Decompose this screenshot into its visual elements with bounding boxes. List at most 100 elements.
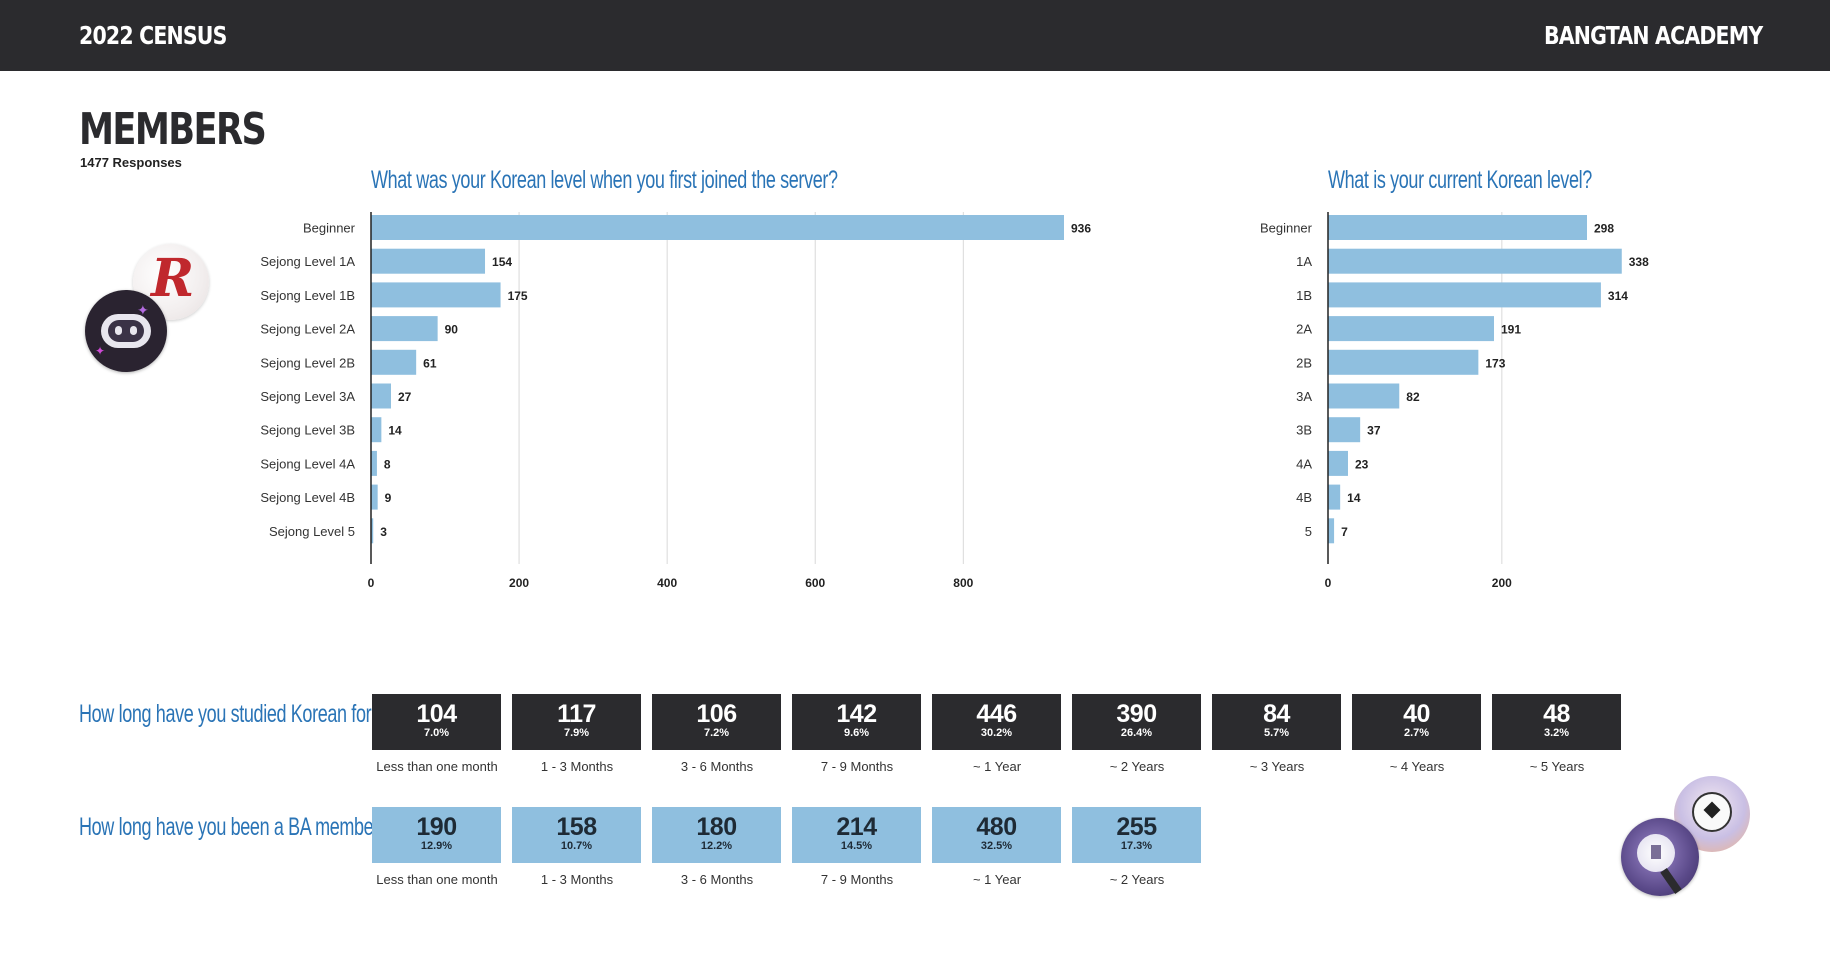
- stat-percent: 10.7%: [560, 840, 593, 852]
- data-label: 8: [384, 457, 391, 471]
- data-label: 191: [1501, 323, 1521, 337]
- bar: [1328, 282, 1601, 308]
- stat-box: 106 7.2%: [652, 694, 781, 750]
- category-label: Beginner: [303, 221, 356, 236]
- stat-count: 214: [836, 813, 877, 841]
- data-label: 90: [445, 323, 459, 337]
- data-label: 14: [1347, 491, 1361, 505]
- data-label: 23: [1355, 457, 1369, 471]
- stat-caption: ~ 3 Years: [1249, 759, 1305, 774]
- stat-count: 142: [836, 700, 877, 728]
- x-tick-label: 0: [1325, 576, 1332, 590]
- stat-box: 117 7.9%: [512, 694, 641, 750]
- data-label: 7: [1341, 525, 1348, 539]
- bar: [1328, 450, 1348, 476]
- data-label: 3: [380, 525, 387, 539]
- bar: [1328, 484, 1341, 510]
- data-label: 173: [1485, 356, 1505, 370]
- category-label: Sejong Level 4A: [260, 456, 355, 471]
- bar: [371, 484, 378, 510]
- stat-percent: 30.2%: [980, 727, 1013, 739]
- data-label: 61: [423, 356, 437, 370]
- category-label: 4A: [1296, 456, 1312, 471]
- category-label: 5: [1305, 524, 1312, 539]
- data-label: 154: [492, 255, 512, 269]
- stat-caption: ~ 2 Years: [1109, 872, 1165, 887]
- category-label: 3A: [1296, 389, 1312, 404]
- stat-percent: 14.5%: [840, 840, 873, 852]
- category-label: Sejong Level 1B: [260, 288, 355, 303]
- bar: [371, 417, 382, 443]
- category-label: 3B: [1296, 423, 1312, 438]
- category-label: Sejong Level 2B: [260, 355, 355, 370]
- army-bomb-sticker-icon: [1621, 818, 1699, 896]
- bar: [1328, 518, 1335, 544]
- sticker-letter: R: [151, 248, 195, 309]
- stat-caption: ~ 5 Years: [1529, 759, 1585, 774]
- bar: [371, 316, 438, 342]
- studied-question: How long have you studied Korean for?: [79, 700, 381, 728]
- category-label: Sejong Level 3B: [260, 423, 355, 438]
- x-tick-label: 600: [805, 576, 825, 590]
- stat-count: 255: [1116, 813, 1157, 841]
- stat-box: 190 12.9%: [372, 807, 501, 863]
- category-label: Sejong Level 5: [269, 524, 355, 539]
- stat-caption: ~ 1 Year: [972, 759, 1022, 774]
- stat-count: 40: [1403, 700, 1430, 728]
- stat-percent: 2.7%: [1403, 727, 1430, 739]
- stat-box: 255 17.3%: [1072, 807, 1201, 863]
- x-tick-label: 0: [368, 576, 375, 590]
- bar: [1328, 215, 1587, 240]
- section-subtitle: 1477 Responses: [80, 155, 182, 170]
- category-label: Sejong Level 3A: [260, 389, 355, 404]
- header-bar: 2022 CENSUS BANGTAN ACADEMY: [0, 0, 1830, 71]
- category-label: 1B: [1296, 288, 1312, 303]
- category-label: 4B: [1296, 490, 1312, 505]
- bar: [371, 248, 486, 274]
- stat-count: 158: [556, 813, 597, 841]
- stat-box: 84 5.7%: [1212, 694, 1341, 750]
- section-title: MEMBERS: [79, 104, 267, 155]
- data-label: 936: [1071, 222, 1091, 236]
- category-label: Sejong Level 2A: [260, 322, 355, 337]
- stat-caption: 1 - 3 Months: [540, 759, 614, 774]
- stat-caption: Less than one month: [376, 759, 498, 774]
- stat-caption: 3 - 6 Months: [680, 872, 754, 887]
- stat-count: 104: [416, 700, 457, 728]
- stat-caption: 7 - 9 Months: [820, 872, 894, 887]
- bar: [371, 215, 1064, 240]
- stat-percent: 12.9%: [420, 840, 453, 852]
- category-label: Sejong Level 4B: [260, 490, 355, 505]
- stat-percent: 12.2%: [700, 840, 733, 852]
- stat-count: 190: [416, 813, 457, 841]
- bar: [1328, 248, 1622, 274]
- stat-box: 48 3.2%: [1492, 694, 1621, 750]
- chart-title-current: What is your current Korean level?: [1328, 166, 1592, 194]
- category-label: 2B: [1296, 355, 1312, 370]
- bar: [371, 383, 391, 409]
- bar: [371, 518, 374, 544]
- stat-caption: ~ 1 Year: [972, 872, 1022, 887]
- header-title: 2022 CENSUS: [79, 21, 227, 50]
- stat-percent: 7.9%: [563, 727, 590, 739]
- data-label: 9: [385, 491, 392, 505]
- data-label: 175: [508, 289, 528, 303]
- data-label: 338: [1629, 255, 1649, 269]
- bar: [1328, 316, 1495, 342]
- stat-caption: ~ 2 Years: [1109, 759, 1165, 774]
- stat-count: 117: [557, 700, 596, 728]
- stat-percent: 17.3%: [1120, 840, 1153, 852]
- stat-box: 158 10.7%: [512, 807, 641, 863]
- stat-percent: 9.6%: [843, 727, 870, 739]
- stat-caption: 3 - 6 Months: [680, 759, 754, 774]
- stat-percent: 7.2%: [703, 727, 730, 739]
- bar: [1328, 383, 1400, 409]
- stat-box: 40 2.7%: [1352, 694, 1481, 750]
- stat-percent: 5.7%: [1263, 727, 1290, 739]
- stat-box: 142 9.6%: [792, 694, 921, 750]
- bar: [1328, 349, 1479, 375]
- stat-percent: 7.0%: [423, 727, 450, 739]
- x-tick-label: 200: [1492, 576, 1512, 590]
- data-label: 27: [398, 390, 412, 404]
